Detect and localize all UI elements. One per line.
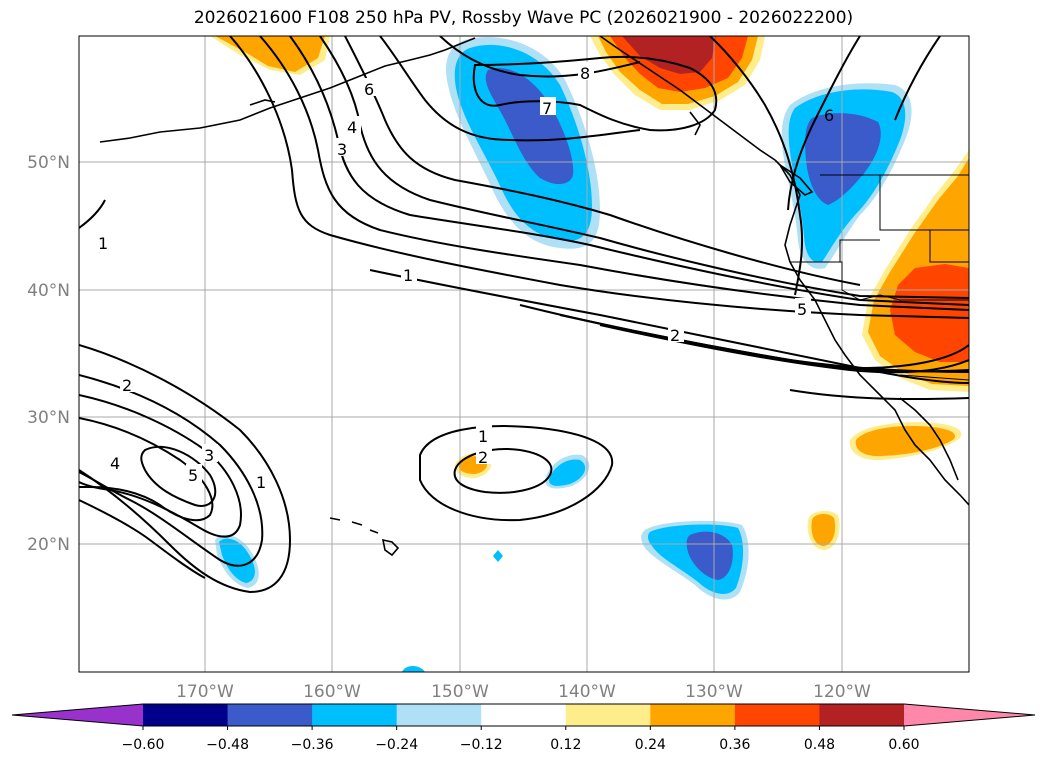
colorbar-cell [312, 704, 398, 726]
contour-label: 2 [670, 326, 680, 345]
lon-label: 140°W [558, 682, 616, 702]
colorbar-cell [565, 704, 651, 726]
lon-label: 150°W [431, 682, 489, 702]
lat-label: 20°N [27, 535, 70, 555]
contour-label: 8 [580, 64, 590, 83]
map-frame [78, 35, 970, 673]
contour-label: 4 [347, 118, 357, 137]
colorbar-tick-label: 0.12 [550, 737, 581, 753]
contour-label: 2 [478, 448, 488, 467]
colorbar-tick-label: 0.24 [635, 737, 666, 753]
colorbar-cell [819, 704, 905, 726]
colorbar-tick-label: −0.12 [460, 737, 503, 753]
pv-contours [79, 36, 969, 594]
colorbar-tick-label: −0.48 [206, 737, 249, 753]
contour-labels: 1 2 3 4 5 6 7 8 6 1 2 3 4 5 [96, 62, 834, 492]
lon-label: 170°W [176, 682, 234, 702]
graticule [79, 36, 969, 672]
contour-label: 5 [188, 466, 198, 485]
colorbar-tick-label: 0.48 [804, 737, 835, 753]
longitude-labels: 170°W 160°W 150°W 140°W 130°W 120°W [176, 682, 871, 702]
colorbar-cell [481, 704, 567, 726]
colorbar-tick-label: 0.36 [719, 737, 750, 753]
contour-label: 6 [824, 106, 834, 125]
colorbar-extend-max [904, 704, 1035, 726]
colorbar-tick-label: 0.60 [888, 737, 919, 753]
pc-shading [210, 36, 969, 672]
contour-label: 1 [98, 234, 108, 253]
contour-label: 6 [364, 80, 374, 99]
contour-label: 3 [337, 140, 347, 159]
colorbar-extend-min [12, 704, 143, 726]
colorbar-tick-label: −0.24 [375, 737, 418, 753]
lat-label: 50°N [27, 153, 70, 173]
contour-label: 1 [256, 473, 266, 492]
colorbar-cell [143, 704, 229, 726]
contour-label: 7 [542, 99, 552, 118]
colorbar-cell [734, 704, 820, 726]
lat-label: 40°N [27, 281, 70, 301]
lon-label: 130°W [685, 682, 743, 702]
lon-label: 160°W [303, 682, 361, 702]
colorbar-cell [396, 704, 482, 726]
lat-label: 30°N [27, 408, 70, 428]
contour-label: 4 [110, 454, 120, 473]
map-title: 2026021600 F108 250 hPa PV, Rossby Wave … [193, 8, 854, 28]
contour-label: 3 [204, 446, 214, 465]
contour-label: 5 [797, 300, 807, 319]
colorbar-cell [227, 704, 313, 726]
lon-label: 120°W [813, 682, 871, 702]
colorbar-tick-label: −0.60 [122, 737, 165, 753]
colorbar-tick-label: −0.36 [291, 737, 334, 753]
colorbar: −0.60 −0.48 −0.36 −0.24 −0.12 0.12 0.24 0.36 0.4… [11, 703, 1036, 753]
contour-label: 1 [478, 427, 488, 446]
contour-label: 1 [403, 266, 413, 285]
contour-label: 2 [122, 376, 132, 395]
latitude-labels: 50°N 40°N 30°N 20°N [27, 153, 70, 555]
colorbar-cell [650, 704, 736, 726]
